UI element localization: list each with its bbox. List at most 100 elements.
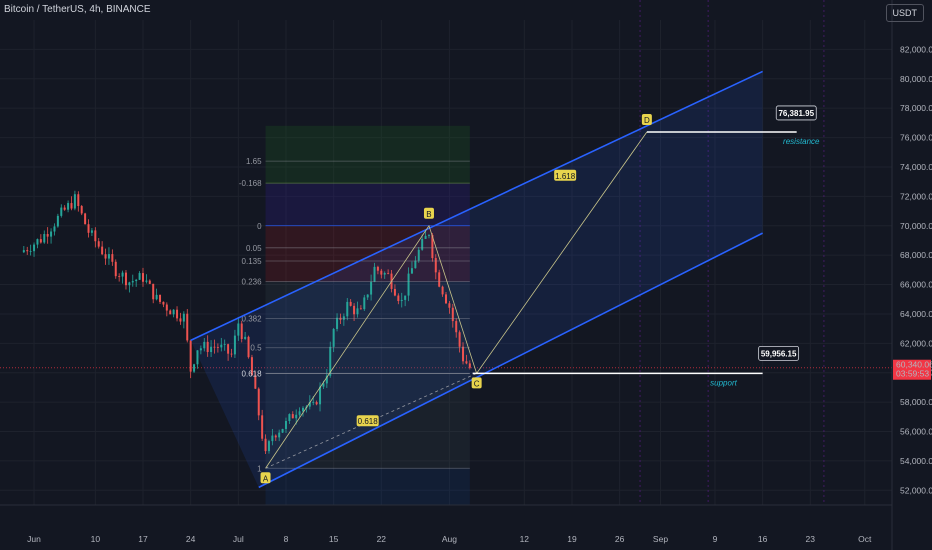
candle-body: [312, 402, 315, 403]
candle-body: [152, 283, 155, 300]
candle-body: [465, 361, 468, 364]
candle-body: [210, 346, 213, 353]
candle-body: [60, 207, 63, 216]
candle-body: [329, 346, 332, 376]
candle-body: [451, 307, 454, 322]
candle-body: [431, 235, 434, 259]
candle-body: [107, 254, 110, 259]
candle-body: [353, 305, 356, 315]
point-label-b: B: [426, 210, 431, 219]
candle-body: [67, 203, 70, 210]
y-tick-label: 66,000.00: [900, 280, 932, 290]
candle-body: [121, 272, 124, 277]
support-callout-value: 59,956.15: [761, 349, 797, 358]
candle-body: [308, 402, 311, 407]
candle-body: [404, 295, 407, 300]
candle-body: [182, 313, 185, 322]
candle-body: [373, 266, 376, 282]
candle-body: [56, 215, 59, 227]
y-tick-label: 72,000.00: [900, 191, 932, 201]
x-tick-label: Jul: [233, 534, 244, 544]
y-tick-label: 58,000.00: [900, 397, 932, 407]
y-tick-label: 80,000.00: [900, 74, 932, 84]
currency-button[interactable]: USDT: [885, 4, 924, 22]
candle-body: [366, 294, 369, 298]
fib-level-label: 0: [257, 222, 262, 231]
point-label-a: A: [263, 474, 269, 483]
fib-level-label: 0.236: [242, 278, 263, 287]
candle-countdown: 03:59:53: [896, 369, 929, 379]
candle-body: [176, 309, 179, 319]
candle-body: [281, 428, 284, 433]
candle-body: [417, 249, 420, 261]
candle-body: [250, 357, 253, 376]
candle-body: [448, 303, 451, 308]
point-badge-b: [423, 207, 434, 219]
candle-body: [274, 435, 277, 438]
candle-body: [141, 273, 144, 282]
candle-body: [148, 280, 151, 284]
candle-body: [468, 363, 471, 368]
candle-body: [339, 317, 342, 320]
channel-lower-line: [258, 232, 763, 489]
x-tick-label: 8: [284, 534, 289, 544]
candle-body: [39, 239, 42, 243]
candle-body: [336, 317, 339, 329]
y-tick-label: 52,000.00: [900, 485, 932, 495]
candle-body: [278, 432, 281, 438]
candle-body: [33, 244, 36, 252]
candle-body: [172, 309, 175, 315]
abcd-pattern-line: [265, 131, 648, 469]
candle-body: [254, 375, 257, 389]
candle-body: [84, 213, 87, 225]
candle-body: [159, 294, 162, 302]
candle-body: [298, 411, 301, 415]
x-tick-label: 26: [615, 534, 625, 544]
candle-body: [97, 241, 100, 247]
candle-body: [421, 238, 424, 250]
candle-body: [332, 328, 335, 347]
y-tick-label: 54,000.00: [900, 456, 932, 466]
x-tick-label: Sep: [653, 534, 668, 544]
fib-level-label: 0.05: [246, 244, 262, 253]
candle-body: [111, 254, 114, 262]
x-tick-label: 12: [520, 534, 530, 544]
candle-body: [87, 224, 90, 233]
point-badge-a: [260, 472, 271, 484]
candle-body: [145, 280, 148, 282]
fib-level-label: 1.65: [246, 157, 262, 166]
price-axis[interactable]: 82,000.00 80,000.00 78,000.00 76,000.00 74,0…: [891, 0, 932, 550]
extension-label: 1.618: [555, 172, 576, 181]
support-label: support: [710, 378, 737, 387]
candle-body: [346, 301, 349, 317]
candle-body: [193, 364, 196, 372]
candle-body: [458, 332, 461, 347]
y-tick-label: 64,000.00: [900, 309, 932, 319]
candle-body: [206, 341, 209, 353]
candle-body: [264, 438, 267, 452]
x-tick-label: 19: [567, 534, 577, 544]
candle-body: [445, 294, 447, 304]
candle-body: [227, 344, 230, 354]
x-tick-label: 24: [186, 534, 196, 544]
candle-body: [162, 301, 165, 305]
fib-zone-upper: [265, 183, 470, 226]
y-tick-label: 82,000.00: [900, 44, 932, 54]
fib-level-label: 1: [257, 464, 262, 473]
candle-body: [370, 281, 373, 295]
candle-body: [295, 414, 298, 419]
candle-body: [46, 234, 49, 237]
time-axis[interactable]: Jun 10 17 24 Jul 8 15 22 Aug 12 19 26 Sep 9 16 23 Oct: [0, 504, 892, 544]
resistance-callout-value: 76,381.95: [778, 109, 814, 118]
candle-body: [196, 350, 199, 365]
channel-fill: [190, 71, 763, 488]
x-tick-label: 9: [713, 534, 718, 544]
fib-level-label: 0.382: [242, 314, 263, 323]
candle-body: [261, 415, 264, 439]
candle-body: [438, 272, 441, 287]
candle-body: [128, 282, 131, 286]
candle-body: [169, 310, 172, 315]
y-tick-label: 70,000.00: [900, 221, 932, 231]
candle-body: [380, 270, 383, 275]
